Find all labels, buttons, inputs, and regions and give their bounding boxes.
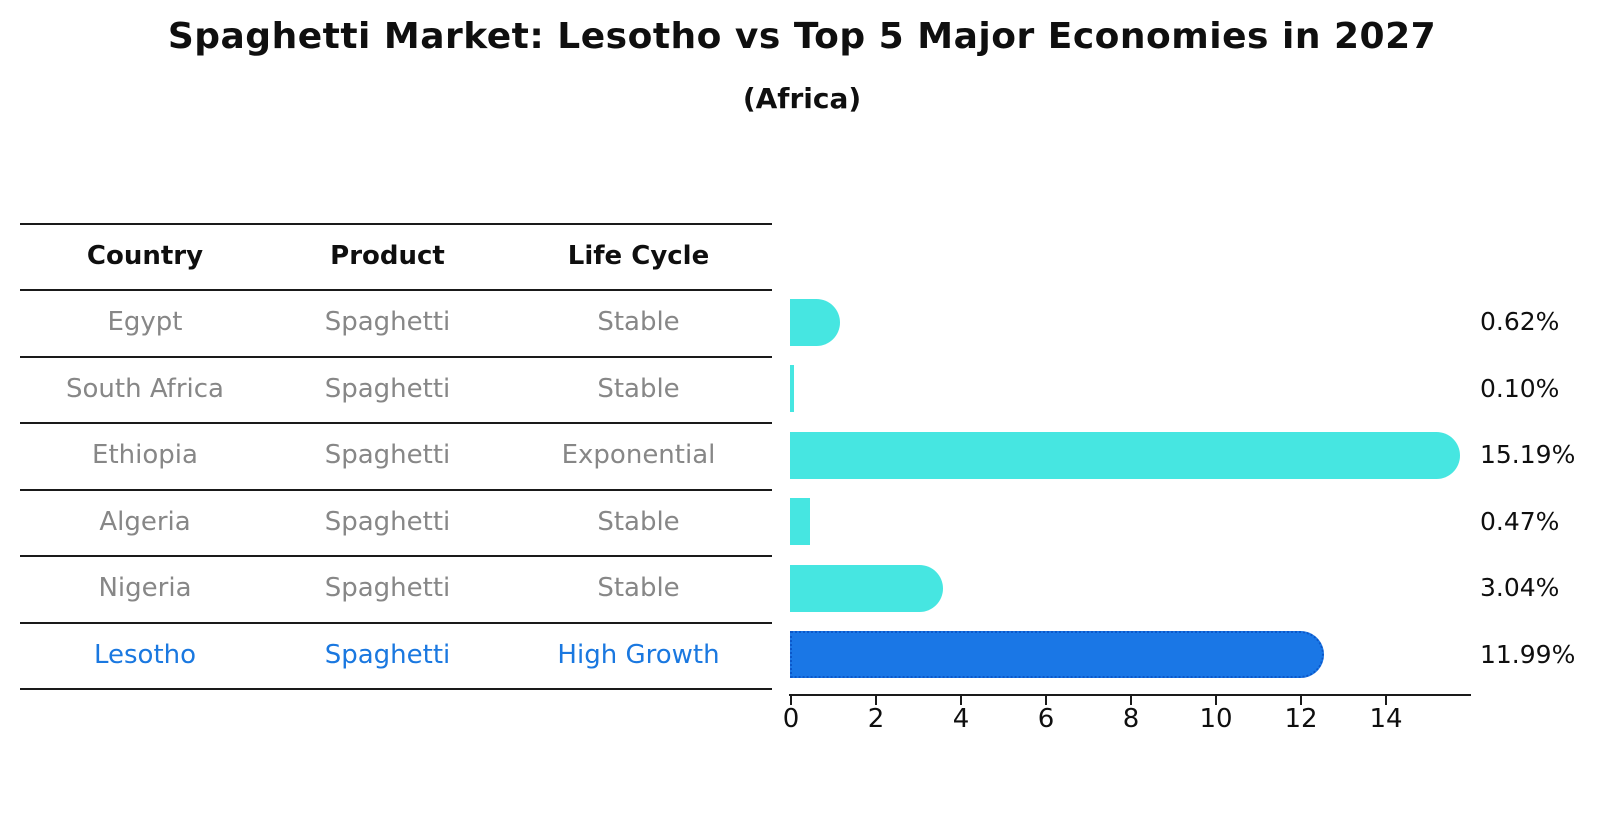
x-tick-label: 10 bbox=[1199, 704, 1233, 734]
column-header-life-cycle: Life Cycle bbox=[567, 240, 710, 271]
cell-country-nigeria: Nigeria bbox=[98, 573, 192, 604]
percent-label-egypt: 0.62% bbox=[1480, 307, 1560, 337]
bar-egypt bbox=[790, 298, 841, 346]
x-tick-mark bbox=[960, 696, 962, 705]
table-row-divider bbox=[20, 222, 772, 225]
table-row-divider bbox=[20, 688, 772, 690]
cell-country-algeria: Algeria bbox=[99, 506, 191, 537]
cell-life_cycle-egypt: Stable bbox=[597, 307, 680, 338]
x-axis-line bbox=[789, 694, 1471, 696]
percent-label-algeria: 0.47% bbox=[1480, 506, 1560, 536]
column-header-country: Country bbox=[86, 240, 204, 271]
table-row-divider bbox=[20, 289, 772, 291]
cell-life_cycle-nigeria: Stable bbox=[597, 573, 680, 604]
table-row-divider bbox=[20, 488, 772, 491]
table-row-divider bbox=[20, 555, 772, 557]
table-row-divider bbox=[20, 355, 772, 358]
percent-label-south-africa: 0.10% bbox=[1480, 373, 1560, 403]
column-header-product: Product bbox=[330, 240, 445, 271]
x-tick-label: 0 bbox=[782, 704, 800, 734]
x-tick-label: 12 bbox=[1284, 704, 1318, 734]
cell-product-south-africa: Spaghetti bbox=[324, 373, 451, 404]
x-tick-mark bbox=[1300, 696, 1302, 705]
x-tick-label: 14 bbox=[1369, 704, 1403, 734]
bar-south-africa bbox=[790, 365, 795, 413]
cell-country-lesotho: Lesotho bbox=[93, 639, 197, 670]
cell-product-lesotho: Spaghetti bbox=[324, 639, 451, 670]
cell-product-ethiopia: Spaghetti bbox=[324, 440, 451, 471]
cell-product-egypt: Spaghetti bbox=[324, 307, 451, 338]
cell-life_cycle-south-africa: Stable bbox=[597, 373, 680, 404]
chart-title: Spaghetti Market: Lesotho vs Top 5 Major… bbox=[167, 16, 1437, 57]
cell-life_cycle-algeria: Stable bbox=[597, 506, 680, 537]
cell-country-egypt: Egypt bbox=[107, 307, 183, 338]
x-tick-label: 4 bbox=[952, 704, 970, 734]
cell-country-ethiopia: Ethiopia bbox=[92, 440, 198, 471]
cell-product-nigeria: Spaghetti bbox=[324, 573, 451, 604]
x-tick-mark bbox=[1215, 696, 1217, 705]
bar-nigeria bbox=[790, 564, 944, 612]
cell-life_cycle-lesotho: High Growth bbox=[557, 639, 720, 670]
table-row-divider bbox=[20, 422, 772, 424]
cell-life_cycle-ethiopia: Exponential bbox=[561, 440, 716, 471]
table-row-divider bbox=[20, 621, 772, 624]
x-tick-mark bbox=[1130, 696, 1132, 705]
percent-label-lesotho: 11.99% bbox=[1480, 639, 1576, 669]
bar-ethiopia bbox=[790, 431, 1460, 479]
percent-label-nigeria: 3.04% bbox=[1480, 573, 1560, 603]
x-tick-label: 6 bbox=[1037, 704, 1055, 734]
bar-lesotho bbox=[790, 631, 1324, 679]
x-tick-label: 8 bbox=[1122, 704, 1140, 734]
x-tick-label: 2 bbox=[867, 704, 885, 734]
x-tick-mark bbox=[875, 696, 877, 705]
cell-product-algeria: Spaghetti bbox=[324, 506, 451, 537]
x-tick-mark bbox=[1385, 696, 1387, 705]
chart-subtitle: (Africa) bbox=[742, 82, 862, 115]
percent-label-ethiopia: 15.19% bbox=[1480, 440, 1576, 470]
bar-algeria bbox=[790, 498, 810, 546]
cell-country-south-africa: South Africa bbox=[66, 373, 224, 404]
x-tick-mark bbox=[1045, 696, 1047, 705]
x-tick-mark bbox=[790, 696, 792, 705]
